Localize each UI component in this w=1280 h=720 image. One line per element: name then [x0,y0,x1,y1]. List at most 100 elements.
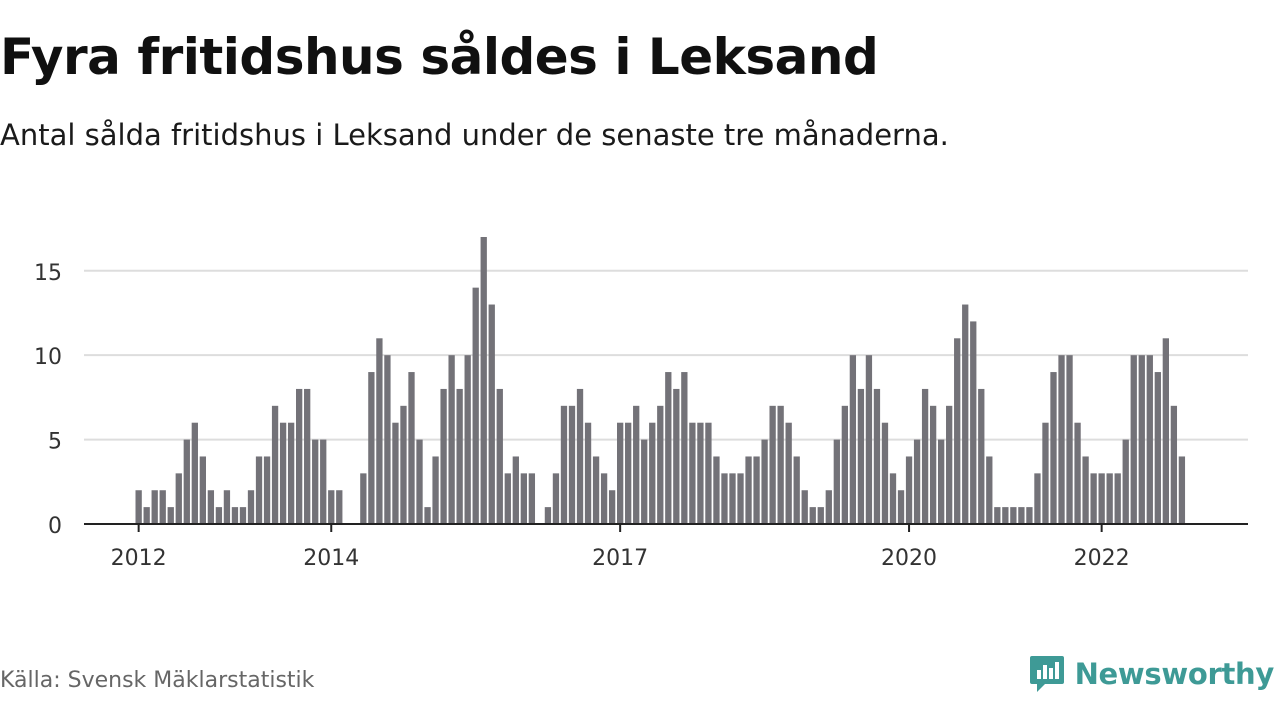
bar [857,388,865,524]
bar [1162,338,1169,524]
bar [255,456,263,524]
source-note: Källa: Svensk Mäklarstatistik [0,668,315,693]
bar [825,490,832,524]
bar [159,490,166,524]
bar [223,490,231,524]
bar [448,355,455,524]
bar [697,422,704,524]
bar [576,388,584,524]
bar [263,456,271,524]
bar [464,355,471,524]
bar [1018,507,1025,524]
bar [368,372,375,524]
bar [456,388,463,524]
bar [881,422,889,524]
bar [600,473,608,524]
bar [584,422,592,524]
bar [785,422,792,524]
bar [247,490,255,524]
bar [568,405,576,524]
bar [873,388,881,524]
bar [528,473,536,524]
bar [1074,422,1081,524]
x-tick-label-2012: 2012 [111,546,167,571]
bar [1146,355,1153,524]
bar [657,405,664,524]
bar [336,490,343,524]
bar [897,490,905,524]
bar [1098,473,1105,524]
bar [889,473,897,524]
y-tick-label-0: 0 [48,514,62,539]
bar [320,439,327,524]
bar [191,422,198,524]
bar [231,507,239,524]
bar [1026,507,1033,524]
bar [849,355,857,524]
bar [376,338,383,524]
bar [432,456,439,524]
bar [865,355,873,524]
bar [689,422,696,524]
bar [135,490,142,524]
bar [641,439,648,524]
bar [207,490,215,524]
bar [143,507,150,524]
bar [608,490,616,524]
bar [1130,355,1137,524]
bar [905,456,913,524]
bar [279,422,287,524]
bar [1082,456,1089,524]
y-tick-label-15: 15 [34,261,62,286]
bar [151,490,158,524]
bar [1170,405,1178,524]
bar [520,473,527,524]
bar [793,456,800,524]
y-tick-label-5: 5 [48,430,62,455]
bar [1114,473,1121,524]
x-tick-label-2017: 2017 [592,546,648,571]
bar [913,439,921,524]
bar [681,372,688,524]
bar [544,507,552,524]
bar [167,507,174,524]
bar [954,338,961,524]
bars [135,237,1186,524]
bar [392,422,399,524]
bar [809,507,816,524]
bar [304,388,311,524]
bar [1010,507,1017,524]
bar [929,405,937,524]
bar [1050,372,1057,524]
bar [817,507,824,524]
bar [215,507,223,524]
brand-name: Newsworthy [1074,657,1275,691]
bar [408,372,415,524]
bar [649,422,656,524]
chart-title: Fyra fritidshus såldes i Leksand [0,28,879,86]
bar [1154,372,1161,524]
bar [560,405,568,524]
newsworthy-chart-bubble-icon [1029,656,1064,692]
bar [296,388,303,524]
bar [801,490,808,524]
data-label-latest: 4 [1183,0,1197,6]
bar [239,507,247,524]
axes [84,523,1248,532]
labels: 0 5 10 15 2012 2014 2017 2020 2022 4 [34,0,1199,571]
bar [287,422,295,524]
bar [175,473,182,524]
bar [946,405,953,524]
bar [745,456,752,524]
bar [986,456,993,524]
bar [705,422,712,524]
bar [1066,355,1073,524]
bar [1106,473,1113,524]
bar [488,304,495,524]
bar [472,287,479,524]
bar [970,321,977,524]
bar [496,388,503,524]
bar [512,456,519,524]
bar [729,473,736,524]
x-tick-label-2020: 2020 [881,546,937,571]
